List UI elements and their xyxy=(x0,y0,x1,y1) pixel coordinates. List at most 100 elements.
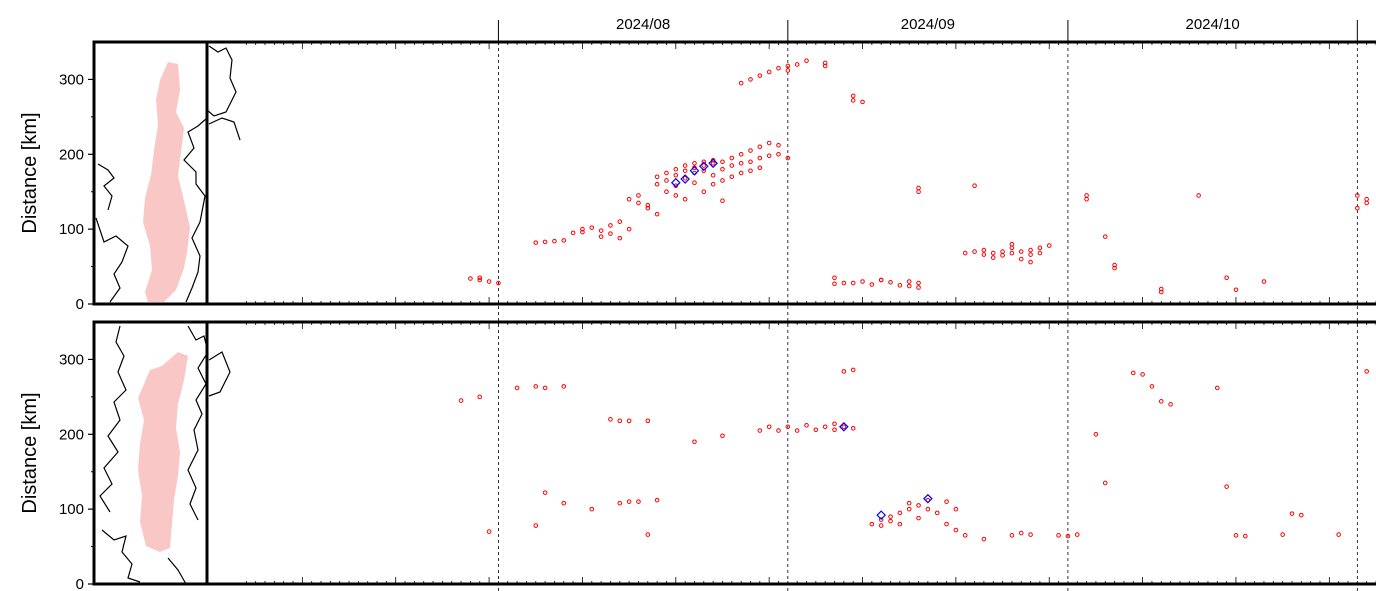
event-point xyxy=(654,181,660,187)
event-point xyxy=(860,279,865,284)
y-tick-label: 200 xyxy=(59,426,84,443)
event-point xyxy=(496,280,501,286)
event-point xyxy=(1065,533,1071,539)
event-point xyxy=(1233,533,1239,538)
event-point xyxy=(897,282,903,288)
event-point xyxy=(486,529,492,534)
month-label: 2024/08 xyxy=(616,16,670,33)
event-point xyxy=(1028,252,1033,257)
event-point xyxy=(888,518,893,524)
event-point xyxy=(664,189,669,195)
event-point xyxy=(608,417,613,422)
event-point xyxy=(944,521,949,527)
event-point xyxy=(626,499,632,504)
event-point xyxy=(1009,533,1015,538)
coastline-bottom-1 xyxy=(99,325,127,513)
event-point xyxy=(533,523,539,528)
event-point xyxy=(580,226,585,232)
event-point xyxy=(766,153,772,159)
event-point xyxy=(720,166,725,172)
event-point xyxy=(701,189,707,195)
event-point xyxy=(1000,253,1005,258)
event-point xyxy=(832,281,837,287)
event-point xyxy=(673,166,679,172)
event-point xyxy=(542,239,548,245)
event-point xyxy=(972,249,977,254)
coastline-bottom-3 xyxy=(101,529,141,583)
event-point xyxy=(813,427,819,433)
event-point xyxy=(1242,533,1248,539)
event-point xyxy=(664,178,669,183)
inset-map-bottom xyxy=(99,325,231,585)
event-point xyxy=(832,427,837,433)
event-point xyxy=(636,193,641,198)
event-point xyxy=(860,99,865,105)
event-point xyxy=(645,205,651,211)
event-point xyxy=(682,168,688,174)
y-axis-label: Distance [km] xyxy=(19,112,41,233)
event-point xyxy=(1233,287,1239,293)
event-point xyxy=(850,93,856,99)
event-point xyxy=(962,533,968,538)
event-point xyxy=(1168,402,1173,407)
event-point xyxy=(878,523,884,528)
event-point xyxy=(458,398,464,403)
event-point xyxy=(897,521,903,527)
diamond-point xyxy=(670,177,681,188)
event-point xyxy=(654,174,660,180)
event-point xyxy=(1224,484,1229,489)
event-point xyxy=(794,428,800,433)
y-tick-label: 0 xyxy=(76,576,84,591)
coastline-top-4 xyxy=(97,163,115,211)
event-point xyxy=(1364,369,1369,374)
event-point xyxy=(1102,480,1108,486)
event-point xyxy=(710,172,716,178)
event-point xyxy=(944,499,949,504)
event-point xyxy=(1046,243,1052,248)
event-point xyxy=(757,155,763,161)
event-point xyxy=(533,384,539,389)
event-point xyxy=(804,423,809,428)
event-point xyxy=(869,282,875,287)
event-point xyxy=(1364,196,1369,202)
event-point xyxy=(682,163,688,168)
event-point xyxy=(1000,249,1005,254)
event-point xyxy=(757,428,763,433)
event-point xyxy=(748,168,753,174)
diamond-point xyxy=(838,421,849,432)
event-point xyxy=(785,155,791,161)
event-point xyxy=(1224,275,1229,281)
y-tick-label: 300 xyxy=(59,71,84,88)
event-point xyxy=(916,503,921,508)
chart-frame xyxy=(92,40,1376,586)
event-point xyxy=(878,277,884,283)
event-point xyxy=(682,175,688,181)
event-point xyxy=(617,235,623,241)
event-point xyxy=(906,283,912,289)
event-point xyxy=(1084,196,1089,202)
event-point xyxy=(1336,532,1341,537)
event-point xyxy=(477,275,483,281)
plot-frame-top xyxy=(92,40,1376,306)
event-point xyxy=(645,532,651,537)
event-point xyxy=(738,160,744,166)
event-point xyxy=(972,183,977,189)
event-point xyxy=(542,385,548,391)
event-point xyxy=(645,418,651,424)
event-point xyxy=(1149,384,1155,389)
event-point xyxy=(654,211,660,217)
coastline-top-1 xyxy=(206,45,237,117)
event-point xyxy=(906,506,912,512)
event-point xyxy=(766,140,772,146)
inset-map-top xyxy=(95,45,241,303)
event-point xyxy=(776,151,781,157)
event-point xyxy=(916,185,921,191)
event-point xyxy=(776,65,781,71)
event-point xyxy=(748,159,753,165)
event-point xyxy=(1009,245,1015,251)
diamond-point xyxy=(876,510,887,520)
event-point xyxy=(486,279,492,284)
event-point xyxy=(1214,385,1220,391)
event-point xyxy=(617,418,623,424)
